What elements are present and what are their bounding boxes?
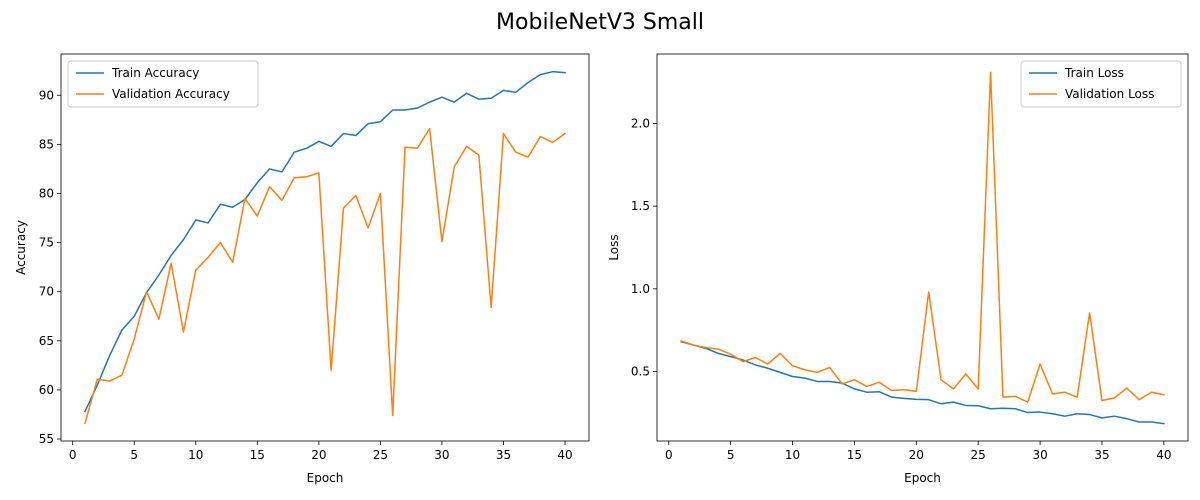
chart0-legend-label-0: Train Accuracy (111, 66, 199, 80)
chart1-y-axis-label: Loss (607, 234, 621, 260)
chart1-axes-frame (656, 53, 1189, 442)
accuracy-chart: 0 5 10 15 20 25 30 35 40 55 60 65 70 75 80 85 90 Epoch Acc… (14, 53, 590, 485)
chart0-axes-frame (60, 53, 590, 442)
chart0-x-tick-label: 5 (130, 448, 138, 462)
chart0-y-tick-label: 60 (39, 383, 54, 397)
chart0-y-tick-label: 70 (39, 285, 54, 299)
chart0-y-tick-label: 75 (39, 236, 54, 250)
chart0-x-tick-label: 10 (188, 448, 203, 462)
chart1-legend-label-1: Validation Loss (1065, 87, 1154, 101)
chart0-legend-box (67, 60, 259, 108)
chart1-x-axis-label: Epoch (904, 471, 941, 485)
chart1-series-line-0 (680, 340, 1165, 425)
chart1-x-tick-label: 0 (665, 448, 673, 462)
chart1-x-tick-label: 5 (727, 448, 735, 462)
chart0-y-tick-label: 90 (39, 88, 54, 102)
chart0-y-tick-label: 85 (39, 137, 54, 151)
chart1-y-tick-label: 1.0 (631, 282, 650, 296)
chart1-legend-box (1020, 60, 1182, 108)
chart1-y-tick-label: 0.5 (631, 365, 650, 379)
chart1-legend-label-0: Train Loss (1064, 66, 1124, 80)
chart0-x-tick-label: 30 (434, 448, 449, 462)
chart0-series-line-1 (84, 127, 567, 425)
figure-title: MobileNetV3 Small (496, 10, 704, 35)
chart0-legend: Train Accuracy Validation Accuracy (67, 60, 259, 108)
chart0-x-tick-label: 25 (373, 448, 388, 462)
chart1-x-tick-label: 40 (1156, 448, 1171, 462)
chart1-x-tick-label: 25 (971, 448, 986, 462)
chart1-x-tick-label: 15 (847, 448, 862, 462)
chart1-series-line-1 (680, 71, 1165, 403)
chart0-x-tick-label: 35 (496, 448, 511, 462)
chart1-x-tick-label: 20 (909, 448, 924, 462)
chart0-x-axis-label: Epoch (307, 471, 344, 485)
chart0-x-tick-label: 0 (69, 448, 77, 462)
chart0-x-tick-label: 15 (250, 448, 265, 462)
chart1-legend: Train Loss Validation Loss (1020, 60, 1182, 108)
chart0-x-tick-label: 40 (557, 448, 572, 462)
chart0-series-line-0 (84, 70, 566, 413)
chart0-y-tick-label: 65 (39, 334, 54, 348)
chart1-y-tick-label: 2.0 (631, 116, 650, 130)
chart0-x-tick-label: 20 (311, 448, 326, 462)
chart1-x-tick-label: 10 (785, 448, 800, 462)
chart0-y-axis-label: Accuracy (14, 220, 28, 275)
chart1-x-tick-label: 35 (1094, 448, 1109, 462)
chart0-y-tick-label: 80 (39, 186, 54, 200)
chart1-y-tick-label: 1.5 (631, 199, 650, 213)
loss-chart: 0 5 10 15 20 25 30 35 40 0.5 1.0 1.5 2.0 Epoch Loss Tra… (607, 53, 1189, 485)
chart0-y-tick-label: 55 (39, 432, 54, 446)
chart0-legend-label-1: Validation Accuracy (112, 87, 230, 101)
chart1-x-tick-label: 30 (1032, 448, 1047, 462)
